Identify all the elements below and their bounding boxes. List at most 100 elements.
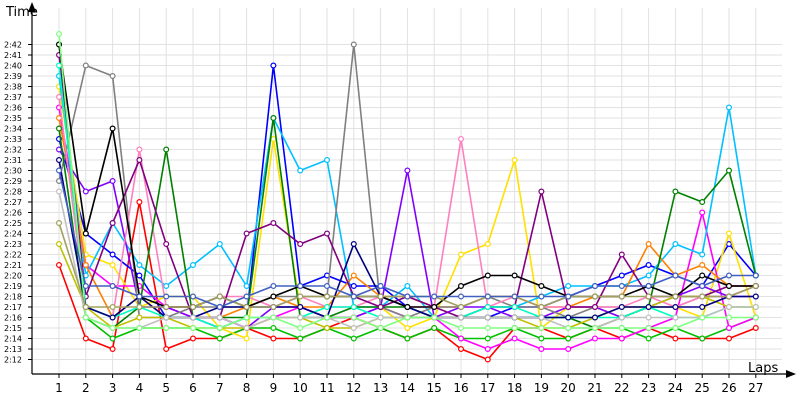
y-tick-labels: 2:12 2:132:14 2:152:16 2:172:18 2:192:20 2:21…	[4, 41, 22, 365]
x-axis-arrow	[786, 370, 796, 378]
data-point	[270, 114, 277, 121]
data-point	[752, 325, 759, 332]
data-point	[484, 272, 491, 279]
data-point	[511, 272, 518, 279]
data-point	[645, 272, 652, 279]
data-point	[190, 262, 197, 269]
data-point	[699, 272, 706, 279]
data-point	[109, 335, 116, 342]
data-point	[591, 293, 598, 300]
data-point	[458, 325, 465, 332]
data-point	[270, 220, 277, 227]
data-point	[324, 230, 331, 237]
data-point	[163, 346, 170, 353]
x-tick-label: 4	[136, 381, 144, 395]
data-point	[725, 335, 732, 342]
y-tick-label: 2:36	[4, 104, 22, 113]
data-point	[109, 125, 116, 132]
data-point	[725, 272, 732, 279]
data-point	[672, 325, 679, 332]
data-point	[645, 335, 652, 342]
x-tick-label: 19	[534, 381, 549, 395]
y-tick-label: 2:41	[4, 51, 22, 60]
y-tick-label: 2:32	[4, 146, 22, 155]
data-point	[109, 72, 116, 79]
data-point	[699, 262, 706, 269]
data-point	[699, 209, 706, 216]
data-point	[458, 293, 465, 300]
data-point	[484, 335, 491, 342]
x-tick-label: 13	[373, 381, 388, 395]
data-point	[725, 104, 732, 111]
y-tick-label: 2:35	[4, 114, 22, 123]
data-point	[216, 304, 223, 311]
data-point	[538, 293, 545, 300]
data-point	[645, 304, 652, 311]
data-point	[82, 230, 89, 237]
data-point	[538, 314, 545, 321]
data-point	[270, 335, 277, 342]
series-18	[55, 31, 759, 332]
data-point	[404, 167, 411, 174]
data-point	[163, 304, 170, 311]
data-point	[538, 335, 545, 342]
data-point	[82, 283, 89, 290]
data-point	[377, 325, 384, 332]
data-point	[618, 325, 625, 332]
y-tick-label: 2:17	[4, 303, 22, 312]
data-point	[565, 304, 572, 311]
data-point	[190, 293, 197, 300]
series-group	[55, 31, 759, 363]
data-point	[672, 304, 679, 311]
x-tick-label: 7	[216, 381, 224, 395]
y-tick-label: 2:24	[4, 230, 22, 239]
data-point	[324, 283, 331, 290]
data-point	[109, 304, 116, 311]
data-point	[243, 283, 250, 290]
data-point	[591, 283, 598, 290]
data-point	[82, 262, 89, 269]
y-tick-label: 2:15	[4, 324, 22, 333]
x-tick-label: 18	[507, 381, 522, 395]
data-point	[190, 304, 197, 311]
data-point	[163, 146, 170, 153]
data-point	[82, 335, 89, 342]
data-point	[324, 304, 331, 311]
data-point	[190, 335, 197, 342]
x-tick-label: 6	[189, 381, 197, 395]
data-point	[136, 293, 143, 300]
x-tick-label: 25	[695, 381, 710, 395]
data-point	[55, 220, 62, 227]
data-point	[297, 304, 304, 311]
y-tick-label: 2:14	[4, 335, 22, 344]
y-axis-arrow	[28, 2, 36, 12]
data-point	[591, 304, 598, 311]
data-point	[109, 314, 116, 321]
data-point	[243, 230, 250, 237]
data-point	[404, 283, 411, 290]
data-point	[136, 146, 143, 153]
data-point	[699, 314, 706, 321]
x-tick-label: 22	[614, 381, 629, 395]
data-point	[136, 262, 143, 269]
x-tick-label: 24	[668, 381, 683, 395]
x-tick-label: 21	[587, 381, 602, 395]
data-point	[297, 314, 304, 321]
data-point	[243, 293, 250, 300]
y-tick-label: 2:42	[4, 41, 22, 50]
data-point	[82, 62, 89, 69]
data-point	[216, 325, 223, 332]
y-tick-label: 2:25	[4, 219, 22, 228]
data-point	[377, 314, 384, 321]
data-point	[109, 346, 116, 353]
data-point	[484, 356, 491, 363]
data-point	[163, 283, 170, 290]
data-point	[297, 283, 304, 290]
data-point	[511, 157, 518, 164]
data-point	[484, 346, 491, 353]
data-point	[618, 335, 625, 342]
x-tick-label: 16	[453, 381, 468, 395]
data-point	[458, 304, 465, 311]
data-point	[163, 314, 170, 321]
data-point	[725, 230, 732, 237]
